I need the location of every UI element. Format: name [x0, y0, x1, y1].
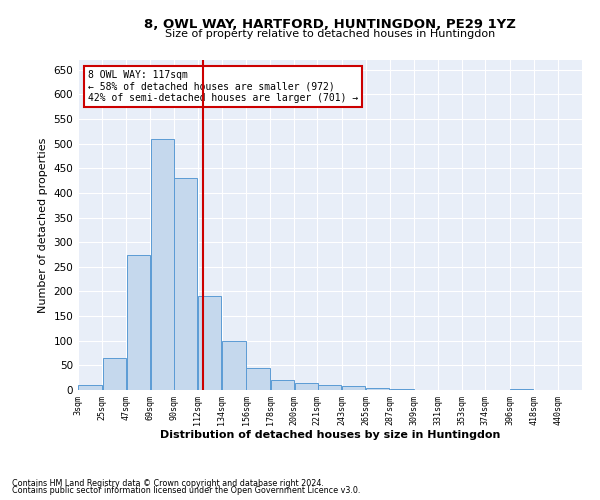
- Bar: [295, 382, 318, 390]
- Bar: [318, 385, 341, 390]
- Bar: [366, 388, 389, 390]
- Bar: [247, 368, 270, 390]
- Bar: [151, 139, 174, 390]
- X-axis label: Distribution of detached houses by size in Huntingdon: Distribution of detached houses by size …: [160, 430, 500, 440]
- Bar: [127, 254, 150, 390]
- Text: 8 OWL WAY: 117sqm
← 58% of detached houses are smaller (972)
42% of semi-detache: 8 OWL WAY: 117sqm ← 58% of detached hous…: [88, 70, 358, 103]
- Bar: [79, 385, 102, 390]
- Bar: [222, 340, 245, 390]
- Bar: [198, 296, 221, 390]
- Text: Size of property relative to detached houses in Huntingdon: Size of property relative to detached ho…: [165, 29, 495, 39]
- Bar: [271, 380, 294, 390]
- Bar: [103, 358, 126, 390]
- Bar: [510, 389, 533, 390]
- Text: Contains public sector information licensed under the Open Government Licence v3: Contains public sector information licen…: [12, 486, 361, 495]
- Bar: [174, 178, 197, 390]
- Bar: [342, 386, 365, 390]
- Bar: [390, 389, 413, 390]
- Y-axis label: Number of detached properties: Number of detached properties: [38, 138, 48, 312]
- Text: 8, OWL WAY, HARTFORD, HUNTINGDON, PE29 1YZ: 8, OWL WAY, HARTFORD, HUNTINGDON, PE29 1…: [144, 18, 516, 30]
- Text: Contains HM Land Registry data © Crown copyright and database right 2024.: Contains HM Land Registry data © Crown c…: [12, 478, 324, 488]
